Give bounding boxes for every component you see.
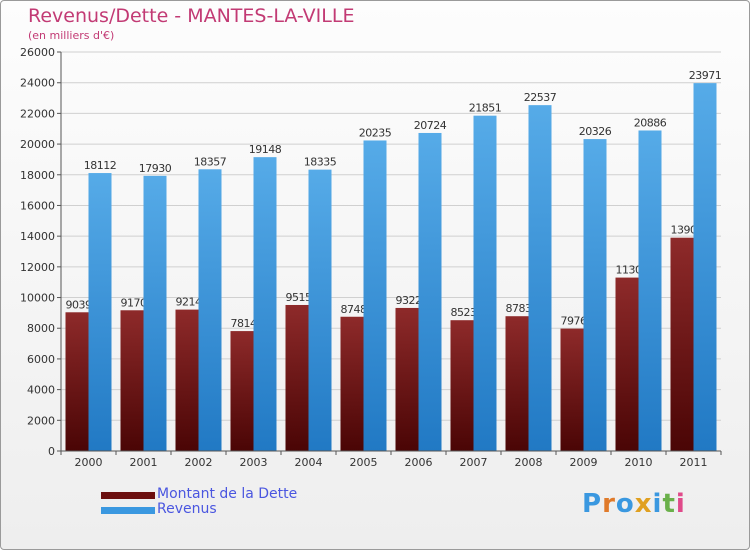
x-tick-label: 2005: [350, 456, 378, 469]
y-tick-label: 4000: [27, 384, 55, 397]
y-tick-label: 6000: [27, 353, 55, 366]
revenus-value-label: 22537: [524, 91, 557, 104]
revenus-bar: [418, 132, 442, 451]
y-tick-label: 20000: [20, 138, 55, 151]
revenus-bar: [143, 175, 167, 452]
revenus-bar: [638, 130, 662, 451]
dette-value-label: 8748: [341, 303, 367, 316]
revenus-value-label: 20724: [414, 119, 447, 132]
dette-bar: [560, 328, 584, 451]
y-tick-label: 22000: [20, 107, 55, 120]
revenus-value-label: 17930: [139, 162, 172, 175]
revenus-value-label: 18357: [194, 155, 227, 168]
revenus-bar: [473, 115, 497, 451]
dette-value-label: 9039: [66, 298, 92, 311]
logo-letter: P: [582, 489, 603, 519]
x-tick-label: 2000: [75, 456, 103, 469]
revenus-value-label: 20326: [579, 125, 612, 138]
axes: 0 2000 4000 6000 8000 10000 12000 14000 16000 180…: [20, 46, 722, 469]
dette-bar: [65, 312, 89, 451]
dette-value-label: 1390: [671, 224, 697, 237]
dette-value-label: 8783: [506, 302, 532, 315]
logo-letter: x: [634, 489, 653, 519]
revenus-value-label: 18112: [84, 159, 117, 172]
dette-bar: [285, 304, 309, 451]
revenus-value-label: 21851: [469, 102, 502, 115]
dette-bar: [670, 237, 694, 451]
chart-title: Revenus/Dette - MANTES-LA-VILLE: [28, 5, 355, 27]
dette-value-label: 7976: [561, 315, 587, 328]
revenus-value-label: 18335: [304, 156, 337, 169]
dette-bar: [615, 277, 639, 451]
logo-letter: r: [602, 489, 616, 519]
x-tick-label: 2010: [625, 456, 653, 469]
x-tick-label: 2001: [130, 456, 158, 469]
x-tick-label: 2004: [295, 456, 323, 469]
x-tick-label: 2006: [405, 456, 433, 469]
y-tick-label: 0: [48, 445, 55, 458]
logo-letter: o: [615, 489, 635, 519]
y-tick-label: 24000: [20, 77, 55, 90]
dette-bar: [505, 316, 529, 451]
dette-bar: [230, 331, 254, 451]
logo-letter: i: [675, 489, 686, 519]
y-tick-label: 10000: [20, 292, 55, 305]
proxiti-logo: Proxiti: [582, 489, 686, 519]
dette-value-label: 7814: [231, 317, 257, 330]
x-tick-label: 2003: [240, 456, 268, 469]
dette-bar: [340, 316, 364, 451]
revenus-bar: [308, 169, 332, 451]
y-tick-label: 26000: [20, 46, 55, 59]
revenus-bar: [253, 157, 277, 451]
logo-letter: t: [662, 489, 676, 519]
revenus-value-label: 20886: [634, 116, 667, 129]
revenus-bar: [88, 173, 112, 451]
legend-swatch-revenus: [101, 507, 155, 514]
logo-letter: i: [652, 489, 663, 519]
y-tick-label: 16000: [20, 199, 55, 212]
chart-subtitle: (en milliers d'€): [28, 29, 115, 42]
revenus-value-label: 20235: [359, 126, 392, 139]
legend-label-dette: Montant de la Dette: [157, 486, 298, 502]
dette-value-label: 9214: [176, 296, 202, 309]
x-tick-label: 2007: [460, 456, 488, 469]
dette-bar: [450, 320, 474, 451]
legend-swatch-dette: [101, 492, 155, 499]
x-tick-label: 2011: [680, 456, 708, 469]
legend-label-revenus: Revenus: [157, 501, 217, 517]
y-tick-label: 8000: [27, 322, 55, 335]
revenus-bar: [198, 169, 222, 451]
y-tick-label: 2000: [27, 414, 55, 427]
x-tick-label: 2009: [570, 456, 598, 469]
dette-value-label: 9515: [286, 291, 312, 304]
dette-value-label: 9170: [121, 296, 147, 309]
dette-bar: [395, 307, 419, 451]
dette-value-label: 1130: [616, 264, 642, 277]
revenus-bar: [693, 83, 717, 452]
x-tick-label: 2008: [515, 456, 543, 469]
dette-value-label: 9322: [396, 294, 422, 307]
revenus-value-label: 23971: [689, 69, 722, 82]
y-tick-label: 14000: [20, 230, 55, 243]
revenus-bar: [363, 140, 387, 451]
dette-bar: [120, 310, 144, 451]
y-tick-label: 12000: [20, 261, 55, 274]
revenus-value-label: 19148: [249, 143, 282, 156]
x-tick-label: 2002: [185, 456, 213, 469]
y-tick-label: 18000: [20, 169, 55, 182]
revenus-bar: [583, 139, 607, 451]
dette-value-label: 8523: [451, 306, 477, 319]
revenus-bar: [528, 105, 552, 451]
dette-bar: [175, 309, 199, 451]
grid-lines: [61, 51, 721, 452]
bars: 9039 18112 9170 17930 9214 18357 7814 19148 9515…: [65, 69, 722, 452]
